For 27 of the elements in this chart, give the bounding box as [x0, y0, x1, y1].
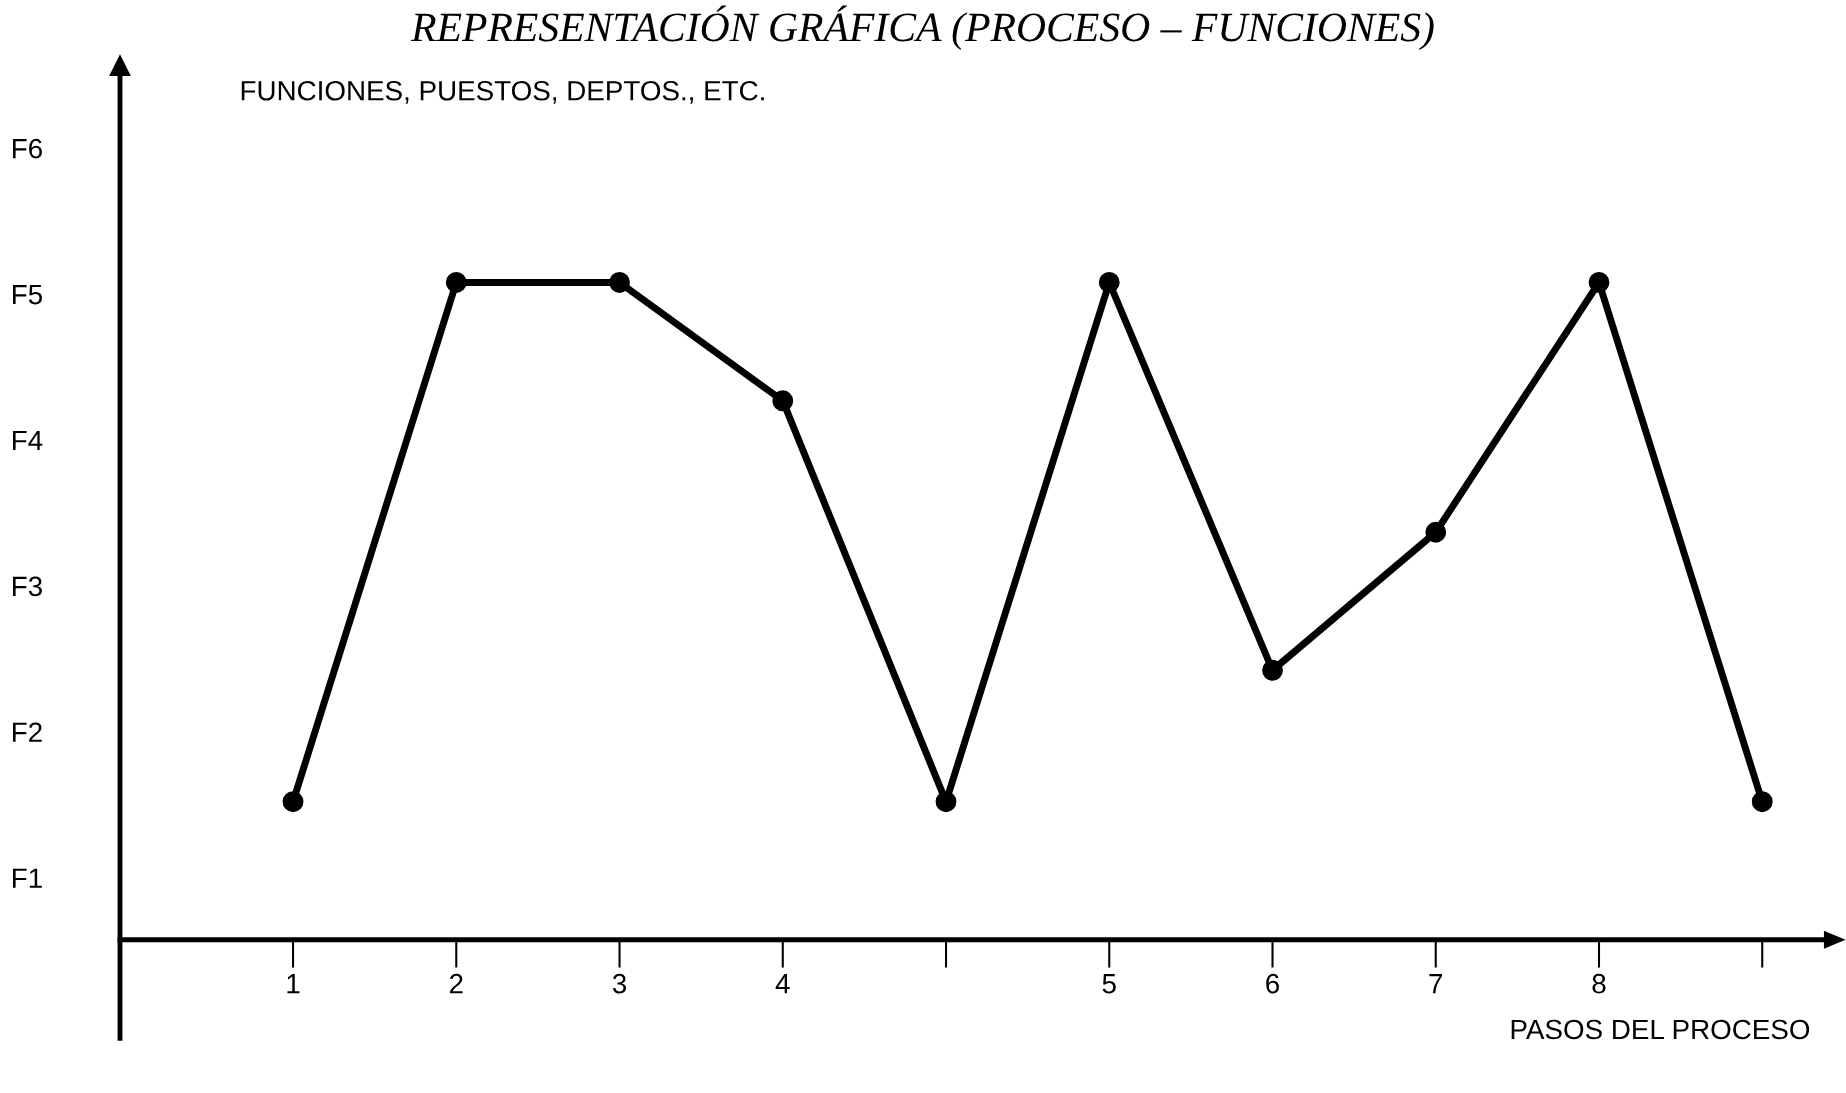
point: [1588, 272, 1610, 293]
point: [609, 272, 630, 293]
x-tick-label: 3: [612, 973, 627, 994]
x-tick-label: 8: [1592, 973, 1606, 994]
x-tick-label: 6: [1266, 973, 1280, 994]
text: F5: [13, 285, 42, 305]
point: [1751, 791, 1773, 813]
x-tick-label: 2: [449, 973, 463, 994]
text: F4: [13, 430, 43, 451]
text: F3: [13, 576, 42, 597]
point: [935, 791, 957, 813]
point: [282, 791, 304, 813]
point: [1425, 521, 1447, 543]
point: [772, 390, 794, 412]
text: F6: [13, 138, 42, 159]
x-tick-label: 7: [1429, 974, 1443, 994]
point: [445, 272, 467, 293]
point: [1262, 659, 1283, 681]
point: [1098, 272, 1120, 293]
text: FUNCIONES, PUESTOS, DEPTOS., ETC.: [241, 80, 764, 104]
text: F1: [13, 868, 42, 888]
x-tick-label: 4: [775, 974, 790, 994]
text: F2: [13, 722, 42, 742]
x-tick-label: 1: [287, 974, 300, 994]
chart-title: REPRESENTACIÓN GRÁFICA (PROCESO – FUNCIONES): [410, 5, 1434, 50]
x-tick-label: 5: [1102, 974, 1116, 994]
x-axis-title: PASOS DEL PROCESO: [1511, 1019, 1810, 1040]
